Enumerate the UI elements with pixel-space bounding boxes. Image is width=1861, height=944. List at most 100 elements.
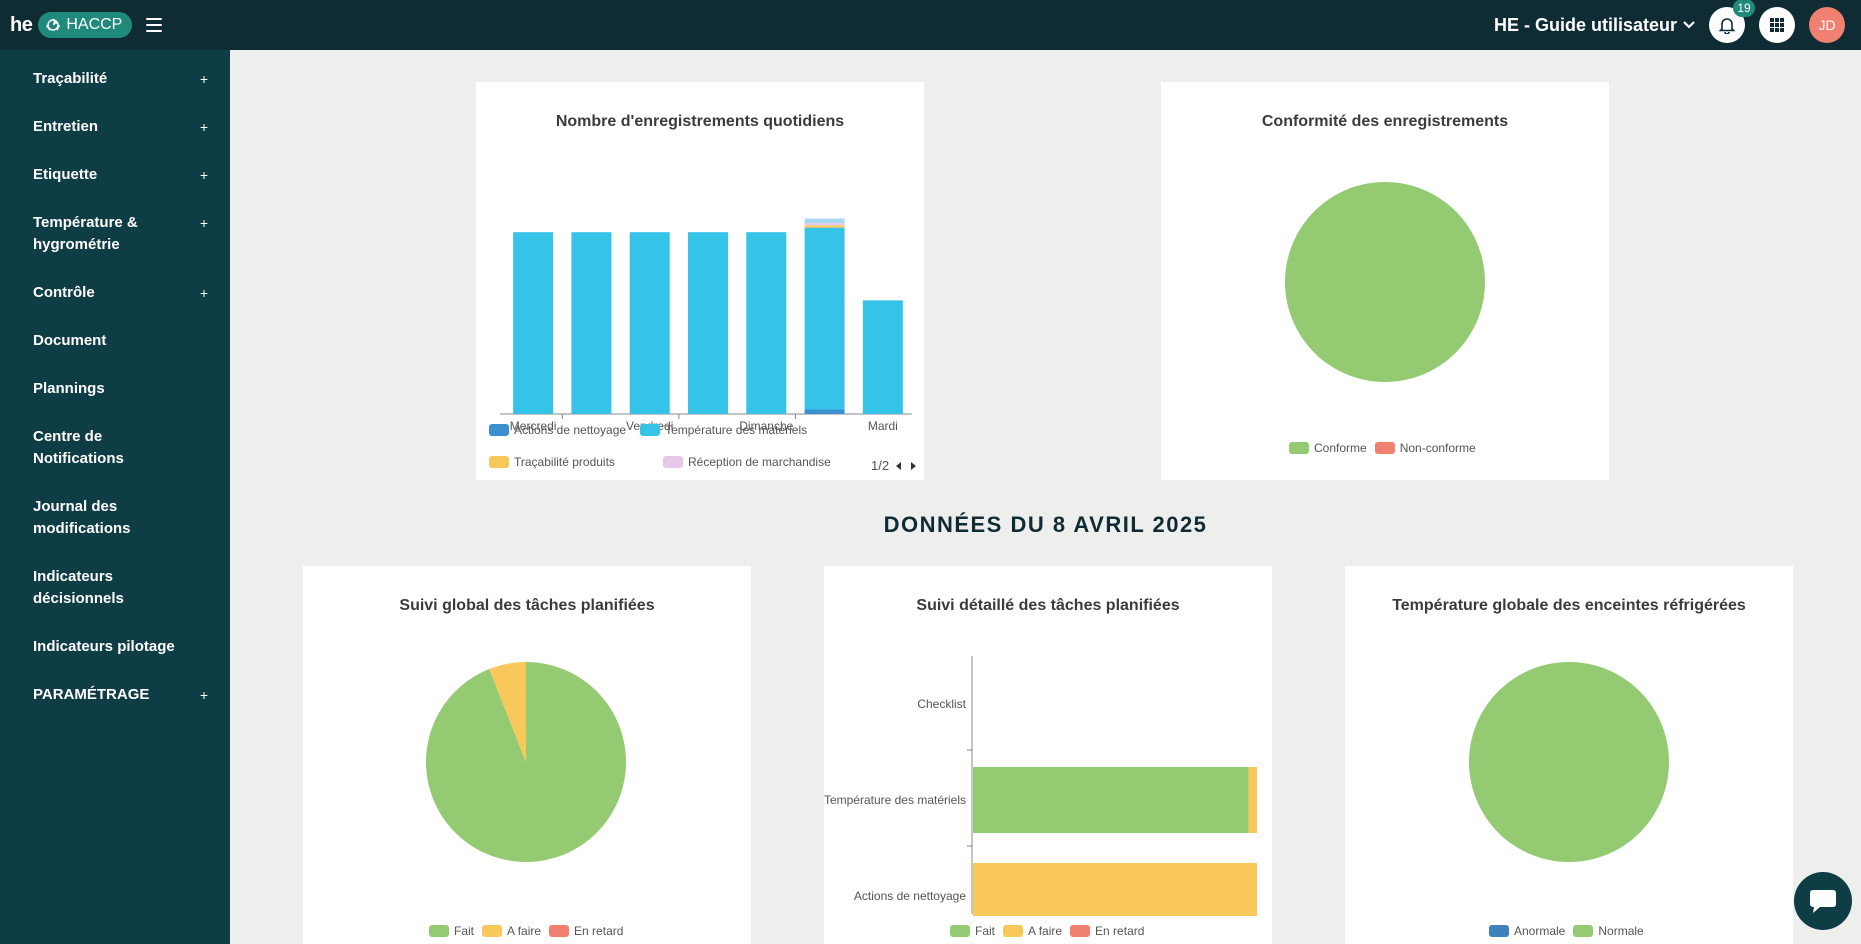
sidebar-item-label: Traçabilité bbox=[33, 70, 108, 87]
card-title: Suivi détaillé des tâches planifiées bbox=[916, 597, 1180, 614]
bar-mercredi bbox=[513, 232, 554, 414]
expand-plus-icon: + bbox=[199, 167, 208, 183]
legend-item[interactable]: Température des matériels bbox=[640, 423, 807, 437]
legend-swatch bbox=[950, 925, 970, 937]
legend-label: Normale bbox=[1598, 924, 1644, 938]
x-tick-label: Mardi bbox=[868, 419, 898, 432]
caret-right-icon[interactable] bbox=[909, 461, 917, 471]
chart-legend: Fait A faire En retard bbox=[950, 924, 1158, 938]
bell-icon bbox=[1718, 18, 1736, 34]
hbar-fait bbox=[973, 767, 1249, 833]
bar-lundi bbox=[804, 223, 845, 226]
legend-swatch bbox=[640, 424, 661, 436]
conformity-pie-chart bbox=[1285, 182, 1485, 382]
x-tick-label: Dimanche bbox=[739, 419, 793, 432]
sidebar-item-plannings[interactable]: Plannings bbox=[0, 372, 230, 406]
legend-item[interactable]: Anormale bbox=[1489, 924, 1565, 938]
legend-swatch bbox=[1374, 442, 1395, 454]
sidebar-item-journal[interactable]: Journal des modifications bbox=[0, 490, 230, 546]
chat-button[interactable] bbox=[1794, 872, 1852, 930]
legend-item[interactable]: En retard bbox=[1070, 924, 1144, 938]
daily-records-chart: MercrediVendrediDimancheMardi bbox=[500, 218, 912, 432]
expand-plus-icon: + bbox=[199, 687, 208, 703]
sidebar-item-entretien[interactable]: Entretien + bbox=[0, 110, 230, 144]
y-tick-label: Actions de nettoyage bbox=[854, 889, 966, 903]
sidebar-item-tracabilite[interactable]: Traçabilité + bbox=[0, 62, 230, 96]
sidebar-item-label: Etiquette bbox=[33, 166, 98, 183]
guide-dropdown[interactable]: HE - Guide utilisateur bbox=[1494, 15, 1695, 36]
card-title: Suivi global des tâches planifiées bbox=[399, 597, 655, 614]
bar-lundi bbox=[804, 218, 845, 224]
notification-count-badge: 19 bbox=[1733, 0, 1755, 17]
section-title: DONNÉES DU 8 AVRIL 2025 bbox=[883, 512, 1208, 537]
apps-button[interactable] bbox=[1759, 7, 1795, 43]
logo[interactable]: he HACCP bbox=[10, 12, 133, 38]
caret-left-icon[interactable] bbox=[895, 461, 903, 471]
expand-plus-icon: + bbox=[199, 215, 208, 231]
bar-jeudi bbox=[571, 232, 612, 414]
card-title: Conformité des enregistrements bbox=[1261, 113, 1509, 130]
legend-swatch bbox=[1003, 925, 1024, 937]
notifications-button[interactable]: 19 bbox=[1709, 0, 1755, 43]
sidebar-item-controle[interactable]: Contrôle + bbox=[0, 276, 230, 310]
legend-item[interactable]: Non-conforme bbox=[1374, 441, 1476, 455]
sidebar-item-label: Journal des modifications bbox=[33, 498, 131, 537]
sidebar: Traçabilité + Entretien + Etiquette + Tempé… bbox=[0, 50, 230, 944]
legend-label: En retard bbox=[1095, 924, 1145, 938]
hbar-a-faire bbox=[1248, 767, 1257, 833]
daily-records-card: Nombre d'enregistrements quotidiens Merc… bbox=[476, 82, 924, 480]
sidebar-item-label: Température & hygrométrie bbox=[33, 214, 138, 253]
sidebar-item-document[interactable]: Document bbox=[0, 324, 230, 358]
legend-item[interactable]: Normale bbox=[1573, 924, 1644, 938]
sidebar-item-label: Entretien bbox=[33, 118, 99, 135]
top-bar: he HACCP HE - Guide utilisateur 19 JD bbox=[0, 0, 1861, 50]
menu-icon[interactable] bbox=[146, 18, 163, 32]
sidebar-item-notifications[interactable]: Centre de Notifications bbox=[0, 420, 230, 476]
sidebar-item-indicateurs-pilotage[interactable]: Indicateurs pilotage bbox=[0, 630, 230, 664]
chart-legend: Actions de nettoyage Température des mat… bbox=[489, 423, 821, 437]
legend-item[interactable]: En retard bbox=[549, 924, 623, 938]
legend-label: Actions de nettoyage bbox=[514, 423, 627, 437]
pie-slice bbox=[1469, 662, 1669, 862]
pie-slice bbox=[1285, 182, 1485, 382]
bar-lundi bbox=[804, 225, 845, 228]
legend-label: Non-conforme bbox=[1399, 441, 1476, 455]
legend-label: Conforme bbox=[1314, 441, 1367, 455]
sidebar-item-etiquette[interactable]: Etiquette + bbox=[0, 158, 230, 192]
hbar-a-faire bbox=[973, 863, 1257, 916]
legend-item[interactable]: Actions de nettoyage bbox=[489, 423, 626, 437]
legend-item[interactable]: Fait bbox=[950, 924, 995, 938]
detailed-tasks-chart: Checklist Température des matériels Action… bbox=[824, 656, 1257, 916]
chart-legend: Anormale Normale bbox=[1489, 924, 1658, 938]
expand-plus-icon: + bbox=[199, 119, 208, 135]
legend-item[interactable]: A faire bbox=[1003, 924, 1062, 938]
legend-swatch bbox=[1573, 925, 1594, 937]
legend-item[interactable]: Réception de marchandise bbox=[663, 455, 831, 469]
sidebar-item-label: Contrôle bbox=[33, 284, 95, 301]
sidebar-item-parametrage[interactable]: PARAMÉTRAGE + bbox=[0, 678, 230, 712]
legend-swatch bbox=[482, 925, 503, 937]
bar-lundi bbox=[804, 409, 845, 414]
y-tick-label: Température des matériels bbox=[824, 793, 966, 807]
legend-label: Température des matériels bbox=[665, 423, 808, 437]
sidebar-item-label: Indicateurs pilotage bbox=[33, 638, 175, 655]
legend-label: Anormale bbox=[1514, 924, 1566, 938]
chevron-down-icon bbox=[1683, 21, 1695, 29]
legend-item[interactable]: Conforme bbox=[1289, 441, 1367, 455]
y-tick-label: Checklist bbox=[917, 697, 966, 711]
app-badge: HACCP bbox=[38, 12, 133, 38]
chart-legend: Conforme Non-conforme bbox=[1289, 441, 1490, 455]
sidebar-item-temperature[interactable]: Température & hygrométrie + bbox=[0, 206, 230, 262]
legend-swatch bbox=[1070, 925, 1091, 937]
legend-item[interactable]: Traçabilité produits bbox=[489, 455, 649, 469]
pie-slice bbox=[489, 662, 526, 762]
legend-pager: 1/2 bbox=[871, 458, 917, 473]
legend-swatch bbox=[429, 925, 449, 937]
legend-swatch bbox=[489, 456, 509, 468]
legend-item[interactable]: A faire bbox=[482, 924, 541, 938]
avatar[interactable]: JD bbox=[1809, 7, 1845, 43]
bar-dimanche bbox=[746, 232, 787, 414]
sidebar-item-label: Indicateurs décisionnels bbox=[33, 568, 124, 607]
legend-item[interactable]: Fait bbox=[429, 924, 474, 938]
sidebar-item-indicateurs-decisionnels[interactable]: Indicateurs décisionnels bbox=[0, 560, 230, 616]
